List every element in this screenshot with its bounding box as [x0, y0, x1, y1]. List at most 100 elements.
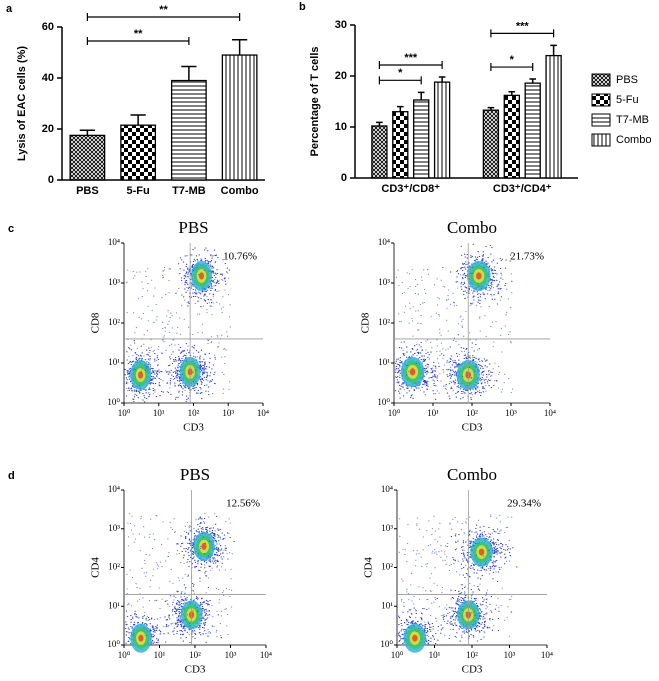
y-axis-label: CD4 — [363, 557, 375, 578]
x-tick-label: 10² — [466, 650, 478, 660]
bar — [221, 54, 258, 181]
error-bar — [417, 91, 425, 100]
error-bar — [487, 106, 495, 111]
density-contour — [476, 272, 482, 280]
background-events — [398, 514, 513, 638]
y-axis-label: CD8 — [360, 312, 372, 333]
y-tick-label: 10⁰ — [377, 397, 390, 407]
x-tick-label: 10⁴ — [260, 650, 272, 660]
x-tick-label: 10³ — [222, 408, 234, 418]
y-tick-label: 20 — [42, 123, 54, 135]
legend-label: 5-Fu — [616, 94, 639, 106]
y-tick-label: 10⁴ — [108, 484, 120, 494]
y-tick-label: 10 — [335, 121, 347, 133]
density-contour — [409, 368, 416, 376]
y-tick-label: 10² — [108, 562, 120, 572]
density-contour — [199, 272, 205, 280]
error-bar — [232, 39, 248, 56]
x-tick-label: 10⁰ — [118, 408, 131, 418]
x-axis-label: CD3 — [462, 422, 483, 434]
y-axis-label: CD4 — [90, 557, 102, 578]
y-axis-label: Percentage of T cells — [309, 46, 321, 156]
bar — [545, 54, 562, 179]
x-tick-label: 10³ — [225, 650, 237, 660]
error-bar — [529, 78, 537, 84]
x-tick-label: 10⁴ — [541, 650, 553, 660]
legend-label: T7-MB — [616, 114, 649, 126]
significance-label: * — [510, 54, 515, 66]
y-axis-label: Lysis of EAC cells (%) — [16, 46, 28, 161]
x-tick-label: Combo — [221, 185, 259, 197]
significance-bracket — [86, 13, 241, 21]
plot-title: Combo — [447, 218, 497, 237]
error-bar — [508, 91, 516, 96]
density-contour — [138, 371, 144, 379]
significance-label: * — [398, 67, 403, 79]
significance-bracket — [378, 76, 422, 85]
bar — [433, 81, 451, 179]
y-tick-label: 10⁴ — [378, 237, 390, 247]
y-tick-label: 10⁰ — [380, 639, 393, 649]
y-axis-label: CD8 — [90, 312, 102, 333]
x-tick-label: 10⁰ — [118, 650, 131, 660]
panel-label: b — [299, 1, 306, 13]
x-tick-label: 10⁴ — [257, 408, 269, 418]
y-tick-label: 20 — [335, 70, 347, 82]
y-tick-label: 10² — [381, 562, 393, 572]
significance-bracket — [490, 63, 534, 72]
x-tick-label: 10⁰ — [388, 408, 401, 418]
legend-swatch — [591, 73, 611, 87]
x-tick-label: 10³ — [504, 650, 516, 660]
y-tick-label: 10³ — [378, 277, 390, 287]
bar — [170, 79, 207, 181]
y-tick-label: 10¹ — [108, 357, 120, 367]
y-tick-label: 0 — [48, 174, 54, 186]
density-contour — [201, 542, 207, 550]
y-tick-label: 0 — [341, 172, 347, 184]
background-events — [125, 267, 231, 395]
significance-label: *** — [516, 20, 530, 32]
density-contour — [138, 634, 144, 642]
x-tick-label: 10¹ — [429, 650, 441, 660]
x-tick-label: 10¹ — [427, 408, 439, 418]
error-bar — [376, 121, 383, 126]
x-tick-label: 5-Fu — [127, 185, 150, 197]
x-axis-label: CD3 — [183, 422, 204, 434]
y-tick-label: 10¹ — [381, 600, 393, 610]
y-tick-label: 40 — [42, 72, 54, 84]
error-bar — [79, 129, 95, 136]
significance-bracket — [490, 29, 555, 38]
x-tick-label: 10⁰ — [391, 650, 404, 660]
x-tick-label: 10² — [189, 650, 201, 660]
density-contour — [412, 634, 418, 642]
significance-bracket — [86, 37, 190, 45]
error-bar — [438, 76, 446, 83]
y-tick-label: 10² — [378, 317, 390, 327]
quadrant-percent: 21.73% — [510, 251, 544, 263]
bar — [503, 94, 520, 179]
x-tick-label: 10² — [466, 408, 478, 418]
y-tick-label: 60 — [42, 21, 54, 33]
plot-title: Combo — [447, 465, 497, 484]
x-tick-label: 10² — [188, 408, 200, 418]
panel-label: c — [8, 223, 14, 235]
error-bar — [550, 44, 557, 56]
y-tick-label: 30 — [335, 19, 347, 31]
x-tick-label: 10¹ — [153, 408, 165, 418]
background-events — [395, 267, 514, 396]
bar — [524, 82, 541, 179]
y-tick-label: 10³ — [381, 523, 393, 533]
x-tick-label: 10¹ — [154, 650, 166, 660]
significance-label: ** — [134, 28, 143, 40]
x-tick-label: 10³ — [505, 408, 517, 418]
density-contour — [478, 548, 485, 556]
background-events — [126, 513, 233, 638]
y-tick-label: 10⁰ — [107, 639, 120, 649]
y-tick-label: 10¹ — [378, 357, 390, 367]
bar — [69, 134, 106, 181]
plot-title: PBS — [180, 465, 210, 484]
significance-bracket — [378, 61, 443, 70]
quadrant-percent: 12.56% — [226, 498, 260, 510]
plot-title: PBS — [178, 218, 208, 237]
